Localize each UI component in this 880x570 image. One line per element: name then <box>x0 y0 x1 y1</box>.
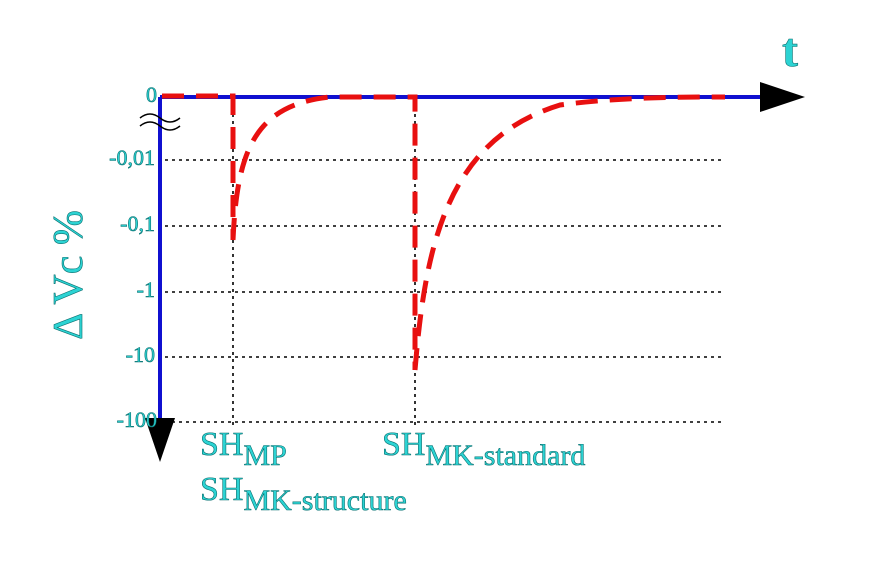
marker-symbol: SH <box>382 426 425 463</box>
y-tick-label: -0,1 <box>120 211 155 236</box>
marker-subscript: MP <box>243 439 286 472</box>
response-curve <box>412 94 726 371</box>
y-axis-arrow <box>145 418 175 462</box>
response-curve <box>162 93 236 240</box>
marker-label: SHMK-standard <box>382 426 585 472</box>
marker-label: SHMK-structure <box>200 471 407 517</box>
marker-subscript: MK-structure <box>243 484 406 517</box>
axis-break <box>139 113 181 131</box>
marker-symbol: SH <box>200 426 243 463</box>
x-axis-arrow <box>760 82 805 112</box>
marker-subscript: MK-standard <box>425 439 585 472</box>
y-tick-label: -100 <box>117 407 157 432</box>
x-axis-title: t <box>782 24 798 77</box>
y-tick-label: 0 <box>146 82 157 107</box>
marker-symbol: SH <box>200 471 243 508</box>
y-tick-label: -0,01 <box>109 145 155 170</box>
response-curve <box>230 94 418 370</box>
y-tick-label: -10 <box>126 342 155 367</box>
marker-label: SHMP <box>200 426 287 472</box>
y-tick-label: -1 <box>137 277 155 302</box>
y-axis-title: Δ Vc % <box>46 210 92 340</box>
